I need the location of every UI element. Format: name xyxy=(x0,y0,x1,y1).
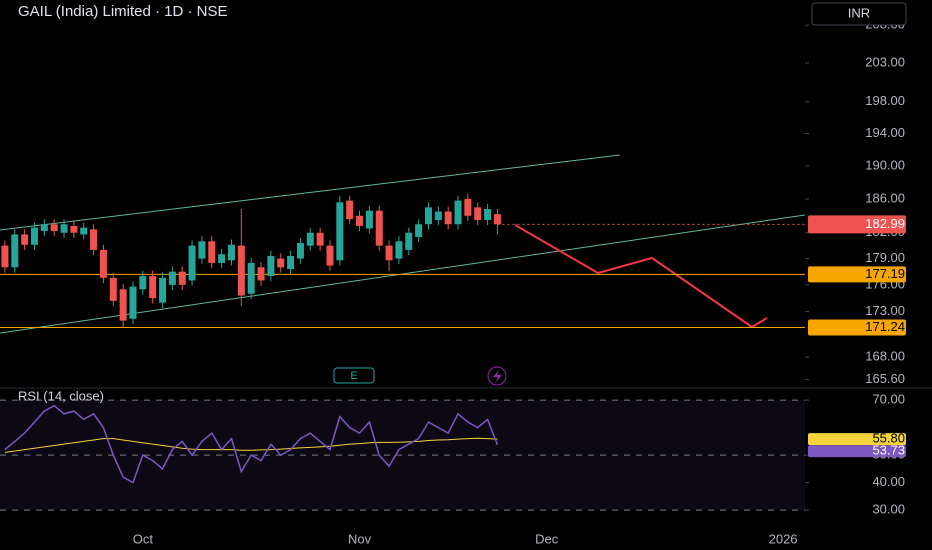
event-icon-bolt xyxy=(493,370,502,383)
last-price-label: 182.99 xyxy=(865,216,905,231)
chart-title: GAIL (India) Limited · 1D · NSE xyxy=(18,3,228,20)
candle-body xyxy=(99,249,107,278)
y-tick-label: 168.00 xyxy=(865,349,905,364)
y-tick-label: 70.00 xyxy=(872,392,905,407)
currency-label: INR xyxy=(848,5,870,20)
candle-body xyxy=(188,245,196,281)
y-tick-label: 179.00 xyxy=(865,250,905,265)
candle-body xyxy=(444,211,452,225)
candle-body xyxy=(168,271,176,285)
rsi-value-label: 55.80 xyxy=(872,431,905,446)
candle-body xyxy=(60,224,68,233)
candle-body xyxy=(306,232,314,246)
candle-body xyxy=(227,244,235,261)
candle-body xyxy=(237,245,245,296)
y-tick-label: 186.00 xyxy=(865,190,905,205)
candle-body xyxy=(198,241,206,259)
candle-body xyxy=(326,245,334,266)
candle-body xyxy=(464,198,472,216)
currency-button[interactable] xyxy=(811,2,907,26)
candle-body xyxy=(346,200,354,220)
candle-body xyxy=(218,254,226,263)
candle-body xyxy=(375,210,383,246)
level-label-box xyxy=(808,319,906,336)
candle-body xyxy=(474,207,482,220)
level-label: 177.19 xyxy=(865,266,905,281)
candle-body xyxy=(395,241,403,259)
channel-upper xyxy=(0,154,621,231)
y-tick-label: 30.00 xyxy=(872,502,905,517)
candle-body xyxy=(247,262,255,294)
candle-body xyxy=(119,289,127,321)
projection-arrow xyxy=(514,224,768,329)
candle-body xyxy=(30,227,38,245)
candle-body xyxy=(178,271,186,285)
last-price-box xyxy=(808,215,906,234)
y-tick-label: 203.00 xyxy=(865,54,905,69)
candle-body xyxy=(257,267,265,281)
candle-body xyxy=(434,211,442,220)
candle-body xyxy=(356,215,364,226)
candle-body xyxy=(21,234,29,245)
candle-body xyxy=(159,277,167,303)
y-tick-label: 198.00 xyxy=(865,93,905,108)
candle-body xyxy=(70,225,78,233)
level-label-box xyxy=(808,266,906,283)
candle-body xyxy=(405,232,413,250)
candle-body xyxy=(493,214,501,225)
candle-body xyxy=(267,255,275,277)
candle-body xyxy=(90,229,98,250)
candle-body xyxy=(11,234,19,268)
x-tick-label: Oct xyxy=(133,531,154,546)
candle-body xyxy=(80,227,88,235)
candle-body xyxy=(40,224,48,232)
x-tick-label: 2026 xyxy=(769,531,798,546)
rsi-value-box xyxy=(808,433,906,446)
rsi-title: RSI (14, close) xyxy=(18,388,104,403)
candle-body xyxy=(454,200,462,225)
y-tick-label: 194.00 xyxy=(865,125,905,140)
candle-body xyxy=(50,224,58,232)
y-tick-label: 190.00 xyxy=(865,157,905,172)
level-label: 171.24 xyxy=(865,319,905,334)
y-tick-label: 173.00 xyxy=(865,303,905,318)
candle-body xyxy=(277,258,285,268)
candle-body xyxy=(484,209,492,220)
rsi-value-box xyxy=(808,445,906,458)
rsi-value-label: 53.73 xyxy=(872,443,905,458)
y-tick-label: 40.00 xyxy=(872,474,905,489)
x-tick-label: Dec xyxy=(535,531,559,546)
candle-body xyxy=(316,232,324,246)
candle-body xyxy=(129,286,137,319)
candle-body xyxy=(424,207,432,225)
candle-body xyxy=(208,241,216,263)
candle-body xyxy=(109,277,117,301)
candle-body xyxy=(385,245,393,261)
candle-body xyxy=(365,210,373,229)
candle-body xyxy=(287,255,295,270)
earnings-icon-label: E xyxy=(350,370,357,382)
candle-body xyxy=(1,245,9,268)
earnings-icon[interactable] xyxy=(333,367,375,384)
candle-body xyxy=(149,276,157,299)
rsi-line xyxy=(4,404,499,484)
rsi-line xyxy=(4,437,498,453)
candle-body xyxy=(415,224,423,238)
y-tick-label: 165.60 xyxy=(865,371,905,386)
event-icon[interactable] xyxy=(487,366,507,386)
candle-body xyxy=(296,243,304,259)
marks: 208.00203.00198.00194.00190.00186.00182.… xyxy=(0,17,906,546)
x-tick-label: Nov xyxy=(348,531,372,546)
candle-body xyxy=(139,276,147,290)
candle-body xyxy=(336,202,344,261)
